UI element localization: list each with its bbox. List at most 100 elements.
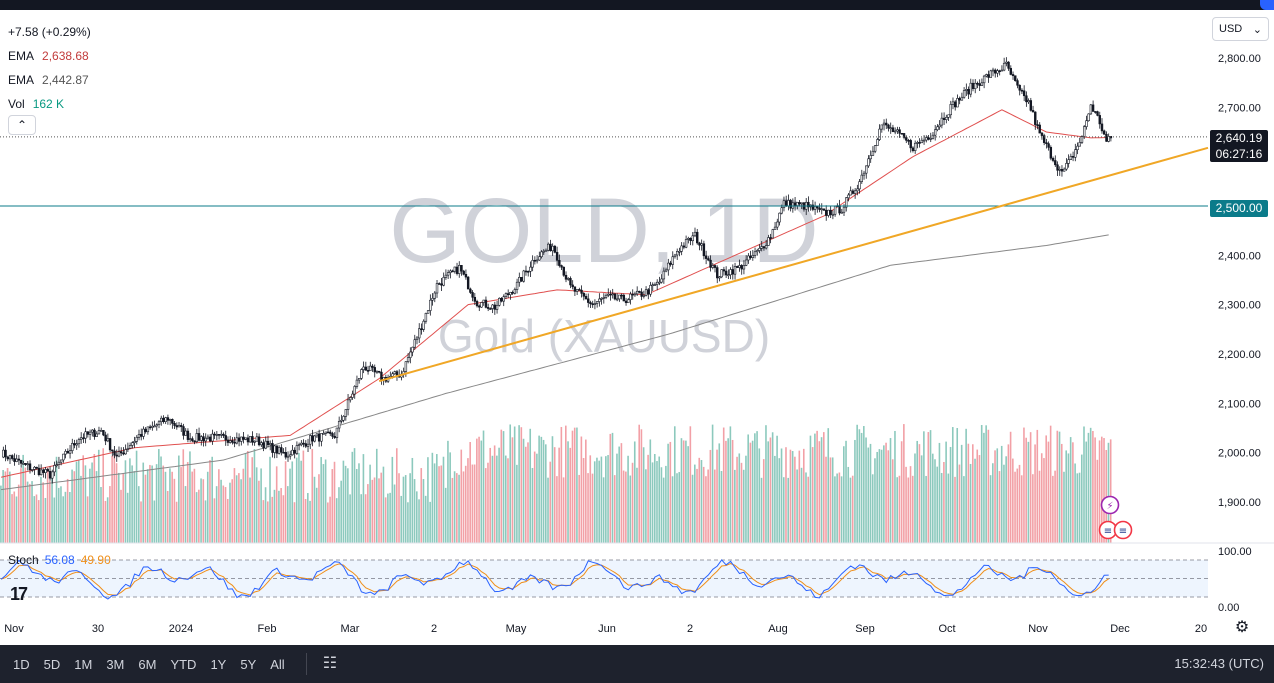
candle-body xyxy=(35,466,38,469)
event-markers[interactable]: ⚡ ≡ ≡ xyxy=(1098,495,1133,540)
volume-bar xyxy=(169,468,171,543)
volume-bar xyxy=(271,496,274,543)
volume-bar xyxy=(880,449,883,543)
volume-bar xyxy=(927,432,930,543)
candle-body xyxy=(166,417,170,421)
candle-body xyxy=(1100,123,1104,132)
candle-body xyxy=(300,442,303,445)
volume-bar xyxy=(175,501,178,543)
volume-bar xyxy=(122,473,125,543)
candle-body xyxy=(945,117,948,120)
candle-body xyxy=(900,132,904,135)
volume-bar xyxy=(1069,437,1072,543)
volume-bar xyxy=(840,476,843,543)
range-button-ytd[interactable]: YTD xyxy=(163,657,203,672)
volume-bar xyxy=(133,471,136,543)
candle-body xyxy=(180,425,183,427)
candlesticks xyxy=(2,57,1113,484)
volume-bar xyxy=(186,462,189,543)
candle-body xyxy=(615,298,619,301)
candle-body xyxy=(99,430,103,432)
candle-body xyxy=(13,458,16,462)
candle-body xyxy=(1054,160,1057,166)
candle-body xyxy=(769,237,772,239)
candle-body xyxy=(747,255,750,261)
candle-body xyxy=(280,447,283,453)
candle-body xyxy=(647,289,650,295)
candle-body xyxy=(160,417,163,423)
y-tick-label: 2,400.00 xyxy=(1218,250,1261,262)
range-button-1y[interactable]: 1Y xyxy=(203,657,233,672)
volume-bar xyxy=(402,476,405,543)
volume-bar xyxy=(496,455,498,543)
candle-body xyxy=(193,440,196,443)
candle-body xyxy=(233,441,236,444)
volume-bar xyxy=(518,425,520,543)
candle-body xyxy=(938,124,941,128)
candle-body xyxy=(611,293,614,296)
us-flag-icon-glyph: ≡ xyxy=(1119,526,1127,537)
currency-select[interactable]: USD ⌄ xyxy=(1212,17,1269,41)
volume-bar xyxy=(1109,439,1112,543)
volume-bar xyxy=(80,475,82,543)
volume-bar xyxy=(238,473,240,543)
candle-body xyxy=(1027,100,1030,103)
volume-bar xyxy=(17,484,20,543)
utc-clock[interactable]: 15:32:43 (UTC) xyxy=(1174,656,1264,671)
volume-bar xyxy=(731,439,734,543)
candle-body xyxy=(360,369,363,379)
volume-bar xyxy=(449,452,451,543)
volume-bar xyxy=(727,438,729,543)
range-button-1m[interactable]: 1M xyxy=(67,657,99,672)
volume-bar xyxy=(191,471,193,543)
candle-body xyxy=(97,430,101,435)
range-button-5y[interactable]: 5Y xyxy=(233,657,263,672)
ema-fast-line xyxy=(0,109,1109,478)
candle-body xyxy=(707,258,710,261)
candle-body xyxy=(1014,75,1017,81)
candle-body xyxy=(1062,168,1066,172)
volume-bar xyxy=(344,465,347,543)
volume-bar xyxy=(1043,458,1045,543)
candle-body xyxy=(1105,133,1108,142)
volume-bar xyxy=(106,497,109,543)
volume-bar xyxy=(718,443,721,543)
range-button-5d[interactable]: 5D xyxy=(37,657,68,672)
volume-bar xyxy=(611,432,614,543)
volume-bar xyxy=(667,443,669,543)
volume-bar xyxy=(351,451,354,543)
price-chart[interactable]: GOLD, 1D Gold (XAUUSD) 2,800.002,700.002… xyxy=(0,10,1274,645)
candle-body xyxy=(753,251,757,256)
range-button-all[interactable]: All xyxy=(263,657,291,672)
volume-bar xyxy=(287,486,289,543)
candle-body xyxy=(595,301,599,304)
range-button-1d[interactable]: 1D xyxy=(6,657,37,672)
candle-body xyxy=(885,122,888,126)
volume-bar xyxy=(851,475,854,543)
volume-bars xyxy=(0,424,1112,543)
candle-body xyxy=(124,449,127,455)
volume-bar xyxy=(338,487,340,543)
candle-body xyxy=(954,101,957,108)
calendar-range-icon[interactable]: ☷ xyxy=(305,653,337,675)
volume-bar xyxy=(520,427,523,543)
volume-bar xyxy=(75,461,78,543)
collapse-legend-button[interactable]: ⌃ xyxy=(8,115,36,135)
volume-bar xyxy=(992,463,994,543)
gear-icon[interactable]: ⚙ xyxy=(1234,619,1250,636)
candle-body xyxy=(375,370,379,373)
volume-bar xyxy=(6,468,9,543)
volume-bar xyxy=(673,426,676,543)
volume-bar xyxy=(934,459,936,543)
tradingview-logo-icon[interactable]: 17 xyxy=(10,584,28,604)
volume-bar xyxy=(200,478,202,543)
range-button-6m[interactable]: 6M xyxy=(131,657,163,672)
range-button-3m[interactable]: 3M xyxy=(99,657,131,672)
volume-bar xyxy=(1089,427,1092,543)
candle-body xyxy=(911,147,915,151)
candle-body xyxy=(95,433,98,437)
candle-body xyxy=(24,463,27,465)
candle-body xyxy=(311,435,314,442)
candle-body xyxy=(482,299,485,303)
volume-bar xyxy=(235,475,238,543)
